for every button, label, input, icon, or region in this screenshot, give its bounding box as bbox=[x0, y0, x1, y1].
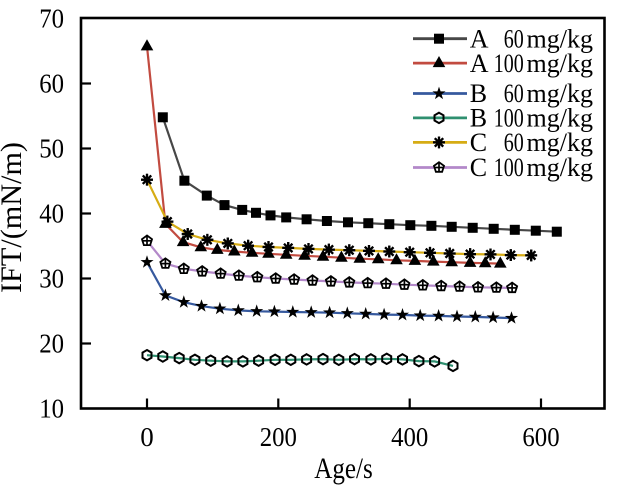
svg-text:B: B bbox=[470, 79, 487, 108]
svg-text:60: 60 bbox=[504, 79, 524, 108]
svg-text:B: B bbox=[470, 104, 487, 133]
svg-text:A: A bbox=[470, 24, 489, 53]
svg-text:mg/kg: mg/kg bbox=[527, 24, 593, 53]
svg-text:0: 0 bbox=[140, 422, 154, 452]
svg-text:50: 50 bbox=[39, 134, 64, 164]
svg-text:mg/kg: mg/kg bbox=[527, 153, 593, 182]
svg-text:100: 100 bbox=[494, 104, 524, 133]
svg-text:70: 70 bbox=[39, 4, 64, 34]
svg-text:mg/kg: mg/kg bbox=[527, 79, 593, 108]
svg-text:100: 100 bbox=[494, 49, 524, 78]
svg-text:60: 60 bbox=[504, 24, 524, 53]
svg-text:40: 40 bbox=[39, 199, 64, 229]
svg-text:C: C bbox=[470, 153, 487, 182]
svg-text:200: 200 bbox=[260, 422, 297, 452]
svg-text:400: 400 bbox=[391, 422, 428, 452]
svg-text:60: 60 bbox=[504, 128, 524, 157]
svg-text:mg/kg: mg/kg bbox=[527, 49, 593, 78]
svg-text:A: A bbox=[470, 49, 489, 78]
svg-text:10: 10 bbox=[39, 394, 64, 424]
svg-text:IFT/(mN/m): IFT/(mN/m) bbox=[0, 142, 28, 293]
svg-text:20: 20 bbox=[39, 329, 64, 359]
svg-text:C: C bbox=[470, 128, 487, 157]
svg-text:60: 60 bbox=[39, 69, 64, 99]
svg-text:100: 100 bbox=[494, 153, 524, 182]
svg-text:30: 30 bbox=[39, 264, 64, 294]
svg-text:600: 600 bbox=[522, 422, 559, 452]
svg-text:Age/s: Age/s bbox=[314, 452, 373, 485]
svg-text:mg/kg: mg/kg bbox=[527, 128, 593, 157]
svg-text:mg/kg: mg/kg bbox=[527, 104, 593, 133]
